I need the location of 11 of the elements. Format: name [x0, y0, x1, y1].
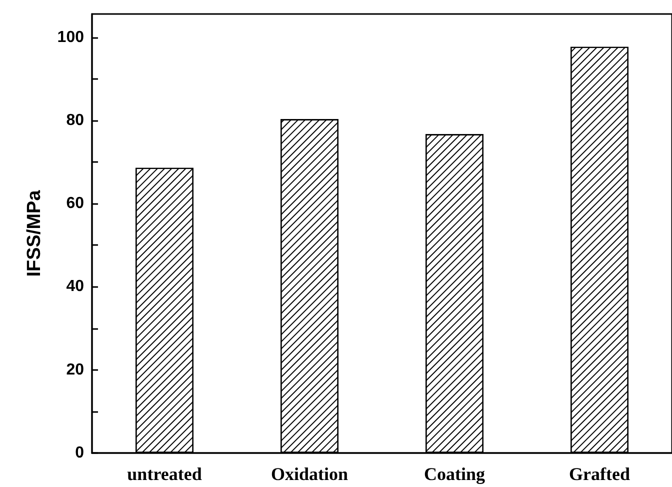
y-tick-label: 80 — [66, 112, 84, 129]
y-tick-label: 0 — [75, 444, 84, 462]
x-tick-label: Oxidation — [270, 464, 348, 484]
y-tick-label: 40 — [66, 278, 84, 296]
x-tick-label: Coating — [424, 464, 486, 484]
y-tick-label: 100 — [57, 28, 84, 46]
x-tick-label: Grafted — [569, 464, 630, 484]
x-tick-label: untreated — [127, 464, 202, 484]
y-axis-title: IFSS/MPa — [24, 190, 45, 277]
y-tick-label: 20 — [66, 361, 84, 378]
y-tick-label: 60 — [66, 195, 84, 212]
